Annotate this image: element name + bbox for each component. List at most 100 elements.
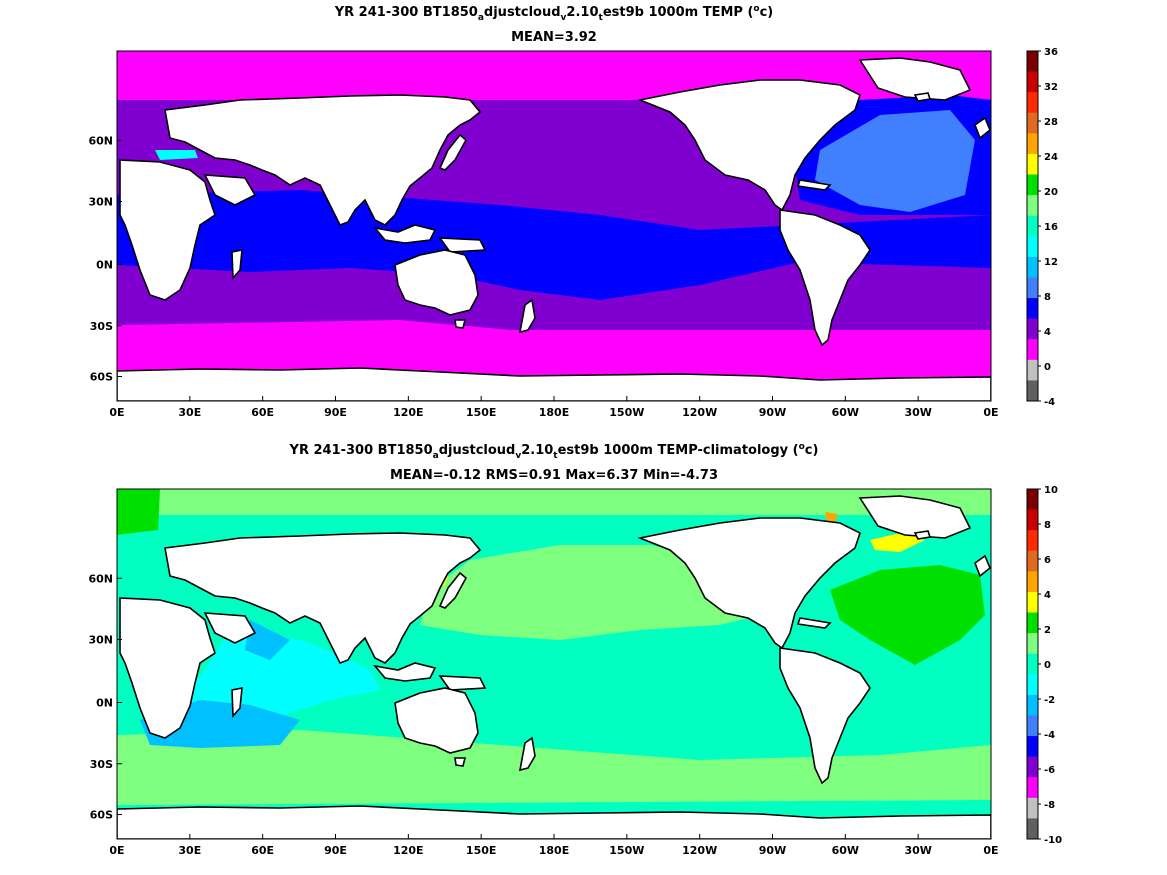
colorbar-swatch: [1027, 489, 1038, 510]
x-tick-label: 60W: [832, 844, 859, 857]
y-tick-label: 30S: [90, 758, 113, 771]
colorbar-swatch: [1027, 612, 1038, 634]
x-tick-label: 90E: [324, 406, 347, 419]
colorbar-swatch: [1027, 71, 1038, 93]
x-tick-label: 120W: [682, 406, 717, 419]
colorbar-tick-label: 0: [1044, 660, 1051, 671]
colorbar-swatch: [1027, 818, 1038, 840]
colorbar-swatch: [1027, 653, 1038, 675]
colorbar-tick-label: 16: [1044, 222, 1058, 233]
panel2-ocean-labrador-yellow: [870, 532, 925, 552]
colorbar-swatch: [1027, 92, 1038, 114]
x-tick-label: 150E: [466, 406, 496, 419]
x-tick-label: 180E: [539, 406, 569, 419]
colorbar-swatch: [1027, 215, 1038, 237]
x-tick-label: 0E: [983, 844, 998, 857]
x-tick-label: 30W: [904, 844, 931, 857]
colorbar-tick-label: 8: [1044, 292, 1051, 303]
y-tick-label: 30N: [88, 196, 113, 209]
colorbar-swatch: [1027, 530, 1038, 552]
colorbar-tick-label: 24: [1044, 152, 1058, 163]
colorbar-tick-label: -6: [1044, 765, 1055, 776]
colorbar-swatch: [1027, 694, 1038, 716]
colorbar-swatch: [1027, 236, 1038, 258]
colorbar-swatch: [1027, 112, 1038, 134]
colorbar-swatch: [1027, 756, 1038, 778]
colorbar-tick-label: 28: [1044, 117, 1058, 128]
colorbar-tick-label: 0: [1044, 362, 1051, 373]
x-tick-label: 30E: [178, 406, 201, 419]
colorbar-swatch: [1027, 195, 1038, 217]
colorbar-swatch: [1027, 571, 1038, 593]
colorbar-tick-label: 10: [1044, 485, 1058, 496]
axes-ticks: 0E 30E 60E 90E 120E 150E 180E 150W 120W 90W 60W 30W…: [88, 134, 998, 857]
colorbar-swatch: [1027, 509, 1038, 531]
colorbar-tick-label: -10: [1044, 835, 1062, 846]
x-tick-label: 0E: [109, 844, 124, 857]
colorbar-swatch: [1027, 715, 1038, 737]
y-tick-label: 60S: [90, 371, 113, 384]
colorbar-swatch: [1027, 633, 1038, 655]
colorbar-tick-label: 32: [1044, 82, 1058, 93]
panel2-ocean-south-lime: [117, 730, 991, 805]
x-tick-label: 60E: [251, 406, 274, 419]
x-tick-label: 120E: [393, 406, 423, 419]
x-tick-label: 120E: [393, 844, 423, 857]
colorbar-tick-label: 4: [1044, 327, 1051, 338]
colorbar-swatch: [1027, 674, 1038, 696]
panel2-ocean-atl-green: [830, 565, 985, 665]
colorbar-tick-label: 6: [1044, 555, 1051, 566]
colorbar-swatch: [1027, 318, 1038, 340]
panel2-ocean-arctic-lime: [117, 489, 991, 515]
colorbar-tick-label: -4: [1044, 397, 1055, 408]
colorbar-swatch: [1027, 153, 1038, 175]
x-tick-label: 30W: [904, 406, 931, 419]
colorbar-tick-label: 2: [1044, 625, 1051, 636]
y-tick-label: 0N: [96, 697, 113, 710]
colorbar-tick-label: 12: [1044, 257, 1058, 268]
colorbar-swatch: [1027, 133, 1038, 155]
colorbar-tick-label: 4: [1044, 590, 1051, 601]
panel1-title: YR 241-300 BT1850adjustcloudv2.10test9b …: [334, 4, 774, 23]
panel2-title: YR 241-300 BT1850adjustcloudv2.10test9b …: [289, 442, 819, 461]
x-tick-label: 90W: [759, 406, 786, 419]
x-tick-label: 90W: [759, 844, 786, 857]
colorbar-tick-label: -4: [1044, 730, 1055, 741]
x-tick-label: 150W: [609, 406, 644, 419]
colorbar-tick-label: 36: [1044, 47, 1058, 58]
x-tick-label: 120W: [682, 844, 717, 857]
panel2-subtitle: MEAN=-0.12 RMS=0.91 Max=6.37 Min=-4.73: [389, 468, 719, 483]
colorbar-swatch: [1027, 736, 1038, 757]
colorbar-swatch: [1027, 277, 1038, 299]
x-tick-label: 60W: [832, 406, 859, 419]
panel2-ocean-arctic-green: [117, 489, 160, 535]
panel1-ocean-med: [155, 150, 198, 160]
y-tick-label: 0N: [96, 259, 113, 272]
panel1-map: [117, 51, 991, 401]
panel2-map: [117, 489, 991, 839]
colorbar-swatch: [1027, 591, 1038, 613]
colorbar-tick-label: -2: [1044, 695, 1055, 706]
colorbar-tick-label: 8: [1044, 520, 1051, 531]
colorbar-swatch: [1027, 797, 1038, 819]
x-tick-label: 90E: [324, 844, 347, 857]
colorbar-swatch: [1027, 51, 1038, 72]
colorbar-swatch: [1027, 359, 1038, 381]
panel1-subtitle: MEAN=3.92: [511, 30, 597, 45]
colorbar-tick-label: 20: [1044, 187, 1058, 198]
colorbar-tick-label: -8: [1044, 800, 1055, 811]
y-tick-label: 60N: [88, 134, 113, 147]
x-tick-label: 30E: [178, 844, 201, 857]
panel2-ocean-arabian-blue: [245, 620, 290, 660]
colorbar-swatch: [1027, 339, 1038, 361]
colorbar-swatch: [1027, 174, 1038, 196]
colorbar-swatch: [1027, 298, 1038, 319]
y-tick-label: 60S: [90, 809, 113, 822]
y-tick-label: 30S: [90, 320, 113, 333]
y-tick-label: 60N: [88, 572, 113, 585]
panel1-ocean-atl-core: [815, 110, 975, 212]
x-tick-label: 150E: [466, 844, 496, 857]
y-tick-label: 30N: [88, 634, 113, 647]
